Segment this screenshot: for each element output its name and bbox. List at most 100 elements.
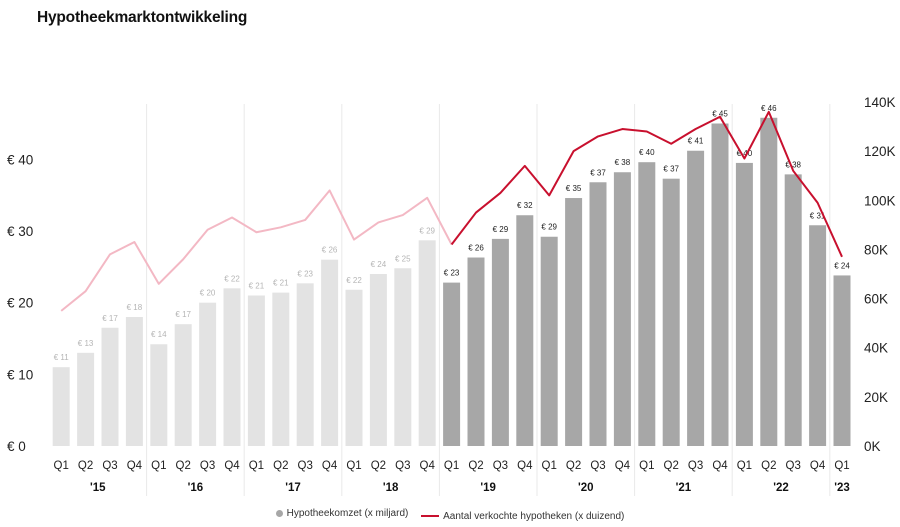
bar-value-label: € 45 [712, 110, 728, 119]
bar-value-label: € 32 [517, 201, 533, 210]
bar [247, 295, 265, 446]
x-quarter-label: Q1 [54, 460, 69, 472]
y-left-tick-label: € 30 [7, 224, 33, 239]
x-quarter-label: Q2 [78, 460, 93, 472]
bar [516, 215, 534, 446]
x-quarter-label: Q2 [664, 460, 679, 472]
x-quarter-label: Q4 [420, 460, 436, 472]
bar [345, 289, 363, 446]
x-year-label: '18 [383, 482, 399, 494]
bar [638, 162, 656, 446]
bar-value-label: € 29 [541, 223, 557, 232]
x-quarter-label: Q2 [761, 460, 776, 472]
bar [199, 302, 217, 446]
bar-value-label: € 14 [151, 330, 167, 339]
y-right-tick-label: 140K [864, 95, 896, 110]
bar [418, 240, 436, 446]
x-quarter-label: Q1 [542, 460, 557, 472]
bar [784, 174, 802, 446]
legend-bars-label: Hypotheekomzet (x miljard) [286, 508, 409, 519]
bar [174, 324, 192, 446]
x-quarter-label: Q3 [688, 460, 703, 472]
bar-value-label: € 29 [493, 225, 509, 234]
x-year-label: '17 [285, 482, 301, 494]
bar-value-label: € 11 [54, 353, 70, 362]
y-right-tick-label: 100K [864, 193, 896, 208]
bar-value-label: € 25 [395, 254, 411, 263]
bar [272, 292, 290, 446]
chart-title: Hypotheekmarktontwikkeling [37, 9, 248, 26]
x-year-label: '21 [676, 482, 692, 494]
bar-value-label: € 38 [615, 158, 631, 167]
bar [77, 352, 95, 446]
legend-line-label: Aantal verkochte hypotheken (x duizend) [443, 510, 625, 522]
y-left-tick-label: € 10 [7, 367, 33, 382]
bar-value-label: € 29 [419, 226, 435, 235]
x-year-label: '23 [834, 482, 850, 494]
bar-value-label: € 37 [590, 168, 606, 177]
x-quarter-label: Q3 [395, 460, 410, 472]
x-year-label: '22 [773, 482, 789, 494]
bar [833, 275, 851, 446]
x-quarter-label: Q3 [200, 460, 215, 472]
bar-value-label: € 38 [785, 160, 801, 169]
y-right-tick-label: 80K [864, 242, 888, 257]
x-quarter-label: Q3 [493, 460, 508, 472]
bar [443, 282, 461, 446]
bar-value-label: € 46 [761, 104, 777, 113]
bar-value-label: € 21 [273, 279, 289, 288]
x-quarter-label: Q4 [810, 460, 826, 472]
x-year-label: '19 [480, 482, 496, 494]
bar-value-label: € 40 [639, 148, 655, 157]
bar [662, 178, 680, 446]
legend-item-line: Aantal verkochte hypotheken (x duizend) [421, 511, 624, 522]
x-quarter-label: Q2 [273, 460, 288, 472]
bar-value-label: € 23 [297, 269, 313, 278]
bar [467, 257, 485, 446]
x-quarter-label: Q1 [249, 460, 264, 472]
x-quarter-label: Q3 [298, 460, 313, 472]
bar-value-label: € 35 [566, 184, 582, 193]
bar [589, 182, 607, 446]
x-quarter-label: Q1 [639, 460, 654, 472]
bar-value-label: € 26 [468, 244, 484, 253]
line-series-recent [450, 110, 843, 258]
bar [125, 317, 143, 446]
x-quarter-label: Q1 [151, 460, 166, 472]
y-left-tick-label: € 40 [7, 152, 33, 167]
bar [52, 367, 70, 446]
legend-line-swatch [421, 515, 440, 517]
x-quarter-label: Q4 [224, 460, 240, 472]
bar-value-label: € 21 [249, 282, 265, 291]
bar [150, 344, 168, 446]
x-quarter-label: Q4 [712, 460, 728, 472]
x-quarter-label: Q4 [322, 460, 338, 472]
bar-value-label: € 41 [688, 137, 704, 146]
bar [540, 236, 558, 446]
bar-value-label: € 20 [200, 289, 216, 298]
y-right-tick-label: 60K [864, 292, 888, 307]
bar [321, 259, 339, 446]
bar-value-label: € 17 [175, 310, 191, 319]
bar [223, 288, 241, 446]
x-year-label: '15 [90, 482, 106, 494]
bar-value-label: € 22 [346, 276, 362, 285]
x-quarter-label: Q4 [517, 460, 533, 472]
y-right-tick-label: 120K [864, 144, 896, 159]
x-quarter-label: Q2 [176, 460, 191, 472]
x-quarter-label: Q3 [102, 460, 117, 472]
chart-legend: Hypotheekomzet (x miljard) Aantal verkoc… [0, 508, 900, 522]
x-year-label: '16 [188, 482, 204, 494]
bar-value-label: € 17 [102, 314, 118, 323]
bar-value-label: € 26 [322, 246, 338, 255]
bar [613, 172, 631, 446]
bar [565, 198, 583, 446]
bar [711, 123, 729, 446]
bar-value-label: € 24 [834, 261, 850, 270]
bar [491, 238, 509, 446]
x-quarter-label: Q1 [346, 460, 361, 472]
bar [687, 150, 705, 446]
legend-bar-swatch [275, 510, 283, 517]
bar-value-label: € 18 [127, 303, 143, 312]
